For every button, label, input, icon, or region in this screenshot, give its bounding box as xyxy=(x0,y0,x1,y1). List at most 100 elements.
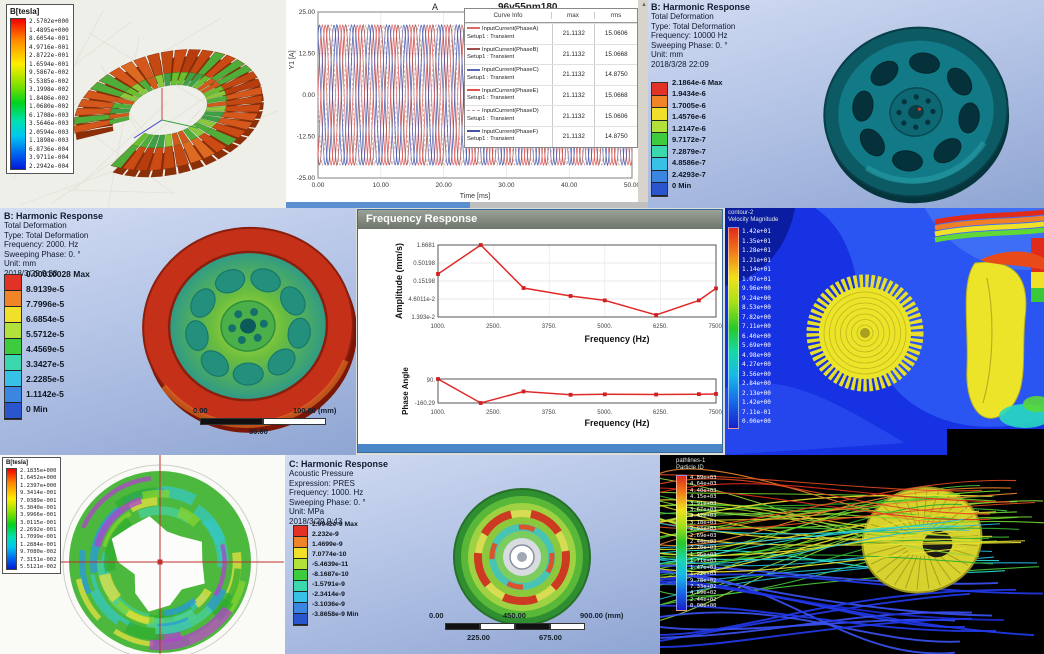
legend-value: 2.2942e-004 xyxy=(29,162,69,170)
svg-text:40.00: 40.00 xyxy=(561,182,578,189)
curve-legend-row: InputCurrent(PhaseF) Setup1 : Transient 21… xyxy=(465,125,637,147)
colorbar xyxy=(6,468,17,570)
legend-value: 1.7005e-6 xyxy=(672,100,706,110)
legend-title-line: contour-2 xyxy=(728,210,754,216)
window-titlebar[interactable]: Frequency Response xyxy=(358,210,722,229)
plot-title: A xyxy=(432,2,439,12)
ruler-label: 225.00 xyxy=(467,633,490,642)
ruler-segment xyxy=(200,418,263,425)
curve-name-cell: InputCurrent(PhaseF) Setup1 : Transient xyxy=(465,127,552,147)
info-line: Total Deformation xyxy=(4,221,67,230)
flux-torus-view[interactable] xyxy=(0,0,286,208)
legend-value: 7.33e+02 xyxy=(690,583,717,590)
curve-line-sample xyxy=(467,68,480,71)
legend-value: 1.4895e+000 xyxy=(29,26,69,34)
legend-value: 3.5646e-003 xyxy=(29,120,69,128)
scale-ruler: 0.00 450.00 900.00 (mm) 225.00 675.00 xyxy=(415,611,645,645)
deformation-wheel-view[interactable] xyxy=(0,208,356,455)
legend-value: 6.40e+00 xyxy=(742,332,771,340)
legend-value: 3.1998e-002 xyxy=(29,86,69,94)
legend-value: 3.42e+03 xyxy=(690,513,717,520)
curve-rms-value: 15.0606 xyxy=(594,24,637,44)
svg-text:1.6681: 1.6681 xyxy=(417,243,436,249)
curve-max-value: 21.1132 xyxy=(551,44,595,65)
window-strip-right xyxy=(470,202,648,208)
scroll-up-icon[interactable]: ▲ xyxy=(641,2,647,8)
curve-name-cell: InputCurrent(PhaseB) Setup1 : Transient xyxy=(465,45,552,65)
legend-value: 2.2692e-001 xyxy=(20,527,57,533)
colorbar xyxy=(293,525,308,626)
legend-value: 3.56e+00 xyxy=(742,370,771,378)
curve-line-sample xyxy=(467,130,480,133)
colorbar xyxy=(651,82,668,197)
legend-value: 5.69e+00 xyxy=(742,342,771,349)
ruler-segment xyxy=(550,623,585,630)
pathlines-view[interactable] xyxy=(660,455,1044,654)
cfd-contour-view[interactable] xyxy=(725,208,1044,455)
legend-title: pathlines-1 Particle ID xyxy=(676,458,717,472)
curve-name: InputCurrent(PhaseB) xyxy=(482,46,539,53)
current-waveform-chart[interactable]: 0.00 10.00 20.00 30.00 40.00 50.00 25.00 12.50 0… xyxy=(286,0,648,208)
legend-value: 1.2884e-001 xyxy=(20,541,57,548)
legend-value: 1.28e+01 xyxy=(742,247,771,254)
legend-value: 6.8736e-004 xyxy=(29,145,69,153)
legend-value: 2.1864e-6 Max xyxy=(672,77,723,87)
curve-max-value: 21.1132 xyxy=(551,65,595,85)
curve-max-value: 21.1132 xyxy=(551,126,595,147)
legend-value: 1.35e+01 xyxy=(742,237,771,245)
acoustic-disc-view[interactable] xyxy=(285,455,660,654)
legend-value: 1.9434e-6 xyxy=(672,89,706,99)
legend-value: 2.13e+00 xyxy=(742,389,771,397)
frequency-response-charts[interactable]: 1.6681 0.50198 0.15198 4.6011e-2 1.393e-2 100… xyxy=(358,229,724,445)
legend-value: 1.4699e-9 xyxy=(312,541,343,549)
result-info-lines: Total Deformation Type: Total Deformation… xyxy=(651,12,750,70)
ruler-label: 100.00 (mm) xyxy=(293,406,337,415)
legend-value: 0 Min xyxy=(26,404,48,415)
legend-values: 2.5702e+000 1.4895e+000 8.6054e-001 4.9716e… xyxy=(29,18,69,170)
legend-value: 5.5385e-002 xyxy=(29,77,69,85)
legend-value: 2.8722e-001 xyxy=(29,52,69,60)
curve-setup: Setup1 : Transient xyxy=(467,136,515,143)
deformation-wheel-view[interactable] xyxy=(648,0,1044,208)
legend-header-cell: max xyxy=(551,12,594,19)
legend-value: 2.20e+03 xyxy=(690,545,717,552)
flux-rotor-view[interactable] xyxy=(0,455,285,654)
legend-value: 2.1835e+000 xyxy=(20,468,57,474)
result-title: B: Harmonic Response xyxy=(4,211,104,221)
result-title: C: Harmonic Response xyxy=(289,459,389,469)
colorbar-legend: 2.1864e-6 Max 1.9434e-6 1.7005e-6 1.4576e-6… xyxy=(651,78,772,197)
legend-value: 2.84e+00 xyxy=(742,380,771,387)
svg-text:50.00: 50.00 xyxy=(624,182,641,189)
svg-text:-160.29: -160.29 xyxy=(415,401,436,407)
legend-value: 7.11e+00 xyxy=(742,323,771,330)
curve-rms-value: 15.0606 xyxy=(594,106,637,126)
legend-value: 2.232e-9 xyxy=(312,531,339,539)
scrollbar[interactable] xyxy=(638,0,648,208)
panel-flux-rotor: B[tesla] 2.1835e+000 1.6452e+000 1.2397e+0… xyxy=(0,455,285,654)
legend-value: 2.9942e-9 Max xyxy=(312,521,358,529)
svg-text:7500.: 7500. xyxy=(708,410,723,416)
svg-text:0.00: 0.00 xyxy=(302,92,315,99)
curve-legend-row: InputCurrent(PhaseD) Setup1 : Transient 21… xyxy=(465,105,637,126)
flux-colorbar-legend: B[tesla] 2.5702e+000 1.4895e+000 8.6054e-0… xyxy=(6,4,74,174)
legend-value: 1.1142e-5 xyxy=(26,389,64,400)
svg-text:-25.00: -25.00 xyxy=(297,175,316,182)
legend-title-line: Velocity Magnitude xyxy=(728,217,779,223)
legend-header-cell: Curve Info xyxy=(493,12,523,19)
panel-flux-torus: B[tesla] 2.5702e+000 1.4895e+000 8.6054e-0… xyxy=(0,0,286,208)
svg-text:Frequency (Hz): Frequency (Hz) xyxy=(584,418,649,428)
svg-text:30.00: 30.00 xyxy=(498,182,515,189)
svg-text:0.50198: 0.50198 xyxy=(413,261,435,267)
info-line: Acoustic Pressure xyxy=(289,469,354,478)
frequency-response-window: Frequency Response 1.6681 0.50198 0.15198 4… xyxy=(357,209,724,453)
legend-value: 1.7099e-001 xyxy=(20,534,57,541)
legend-value: 9.7172e-7 xyxy=(672,135,706,145)
curve-name: InputCurrent(PhaseC) xyxy=(482,67,539,74)
colorbar xyxy=(10,18,26,170)
colorbar xyxy=(4,274,22,420)
info-line: Total Deformation xyxy=(651,12,714,21)
result-title: B: Harmonic Response xyxy=(651,2,751,12)
legend-value: 1.4576e-6 xyxy=(672,112,706,122)
result-info-lines: Acoustic Pressure Expression: PRES Frequen… xyxy=(289,469,388,527)
legend-value: 0.00e+00 xyxy=(690,603,717,610)
